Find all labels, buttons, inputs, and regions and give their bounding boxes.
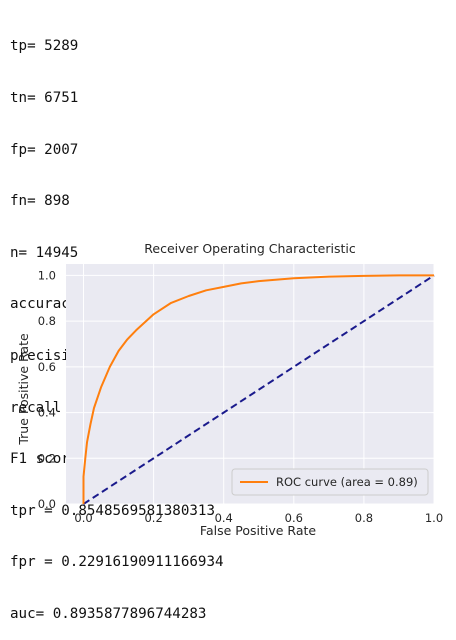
x-tick-labels: 0.0 0.2 0.4 0.6 0.8 1.0 — [74, 511, 443, 525]
x-tick-label: 0.6 — [285, 511, 303, 525]
console-line-fn: fn= 898 — [10, 193, 70, 210]
console-line-auc: auc= 0.8935877896744283 — [10, 605, 207, 622]
console-line-fp: fp= 2007 — [10, 141, 79, 158]
y-tick-label: 0.4 — [38, 406, 56, 420]
x-tick-label: 0.8 — [355, 511, 373, 525]
roc-curve-line — [82, 274, 434, 504]
y-tick-label: 0.6 — [38, 360, 56, 374]
x-tick-label: 0.0 — [74, 511, 92, 525]
y-tick-label: 1.0 — [38, 268, 56, 282]
console-line-tp: tp= 5289 — [10, 38, 79, 55]
y-axis-label: True Positive Rate — [16, 333, 31, 446]
legend-box — [231, 468, 429, 496]
y-tick-label: 0.2 — [38, 451, 56, 465]
x-tick-label: 0.2 — [144, 511, 162, 525]
chart-title: Receiver Operating Characteristic — [144, 241, 356, 256]
series-layer — [82, 274, 435, 505]
legend: ROC curve (area = 0.89) — [231, 468, 429, 496]
roc-chart: 0.0 0.2 0.4 0.6 0.8 1.0 0.0 0.2 0.4 0.6 0.8 1.0 Re… — [16, 241, 443, 538]
y-tick-label: 0.8 — [38, 314, 56, 328]
console-line-tpr: tpr = 0.8548569581380313 — [10, 502, 215, 519]
legend-label-roc: ROC curve (area = 0.89) — [276, 475, 418, 489]
x-tick-label: 0.4 — [215, 511, 233, 525]
diagonal-reference-line — [82, 274, 435, 505]
y-tick-label: 0.0 — [38, 497, 56, 511]
y-tick-labels: 0.0 0.2 0.4 0.6 0.8 1.0 — [38, 268, 56, 511]
x-tick-label: 1.0 — [425, 511, 443, 525]
console-line-n: n= 14945 — [10, 244, 79, 261]
console-line-tn: tn= 6751 — [10, 90, 79, 106]
x-axis-label: False Positive Rate — [200, 523, 316, 538]
console-line-fpr: fpr = 0.22916190911166934 — [10, 554, 224, 571]
plot-area — [66, 264, 434, 504]
